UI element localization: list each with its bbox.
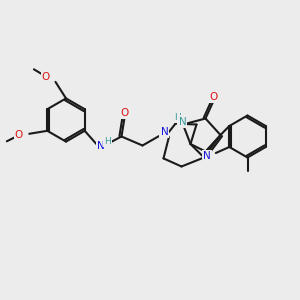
Text: N: N [178,116,186,127]
Text: O: O [42,71,50,82]
Text: H: H [174,113,181,122]
Text: H: H [104,137,111,146]
Text: N: N [160,127,168,137]
Text: N: N [97,141,104,152]
Text: O: O [15,130,23,140]
Text: O: O [120,107,129,118]
Text: N: N [203,151,211,161]
Text: O: O [209,92,217,102]
